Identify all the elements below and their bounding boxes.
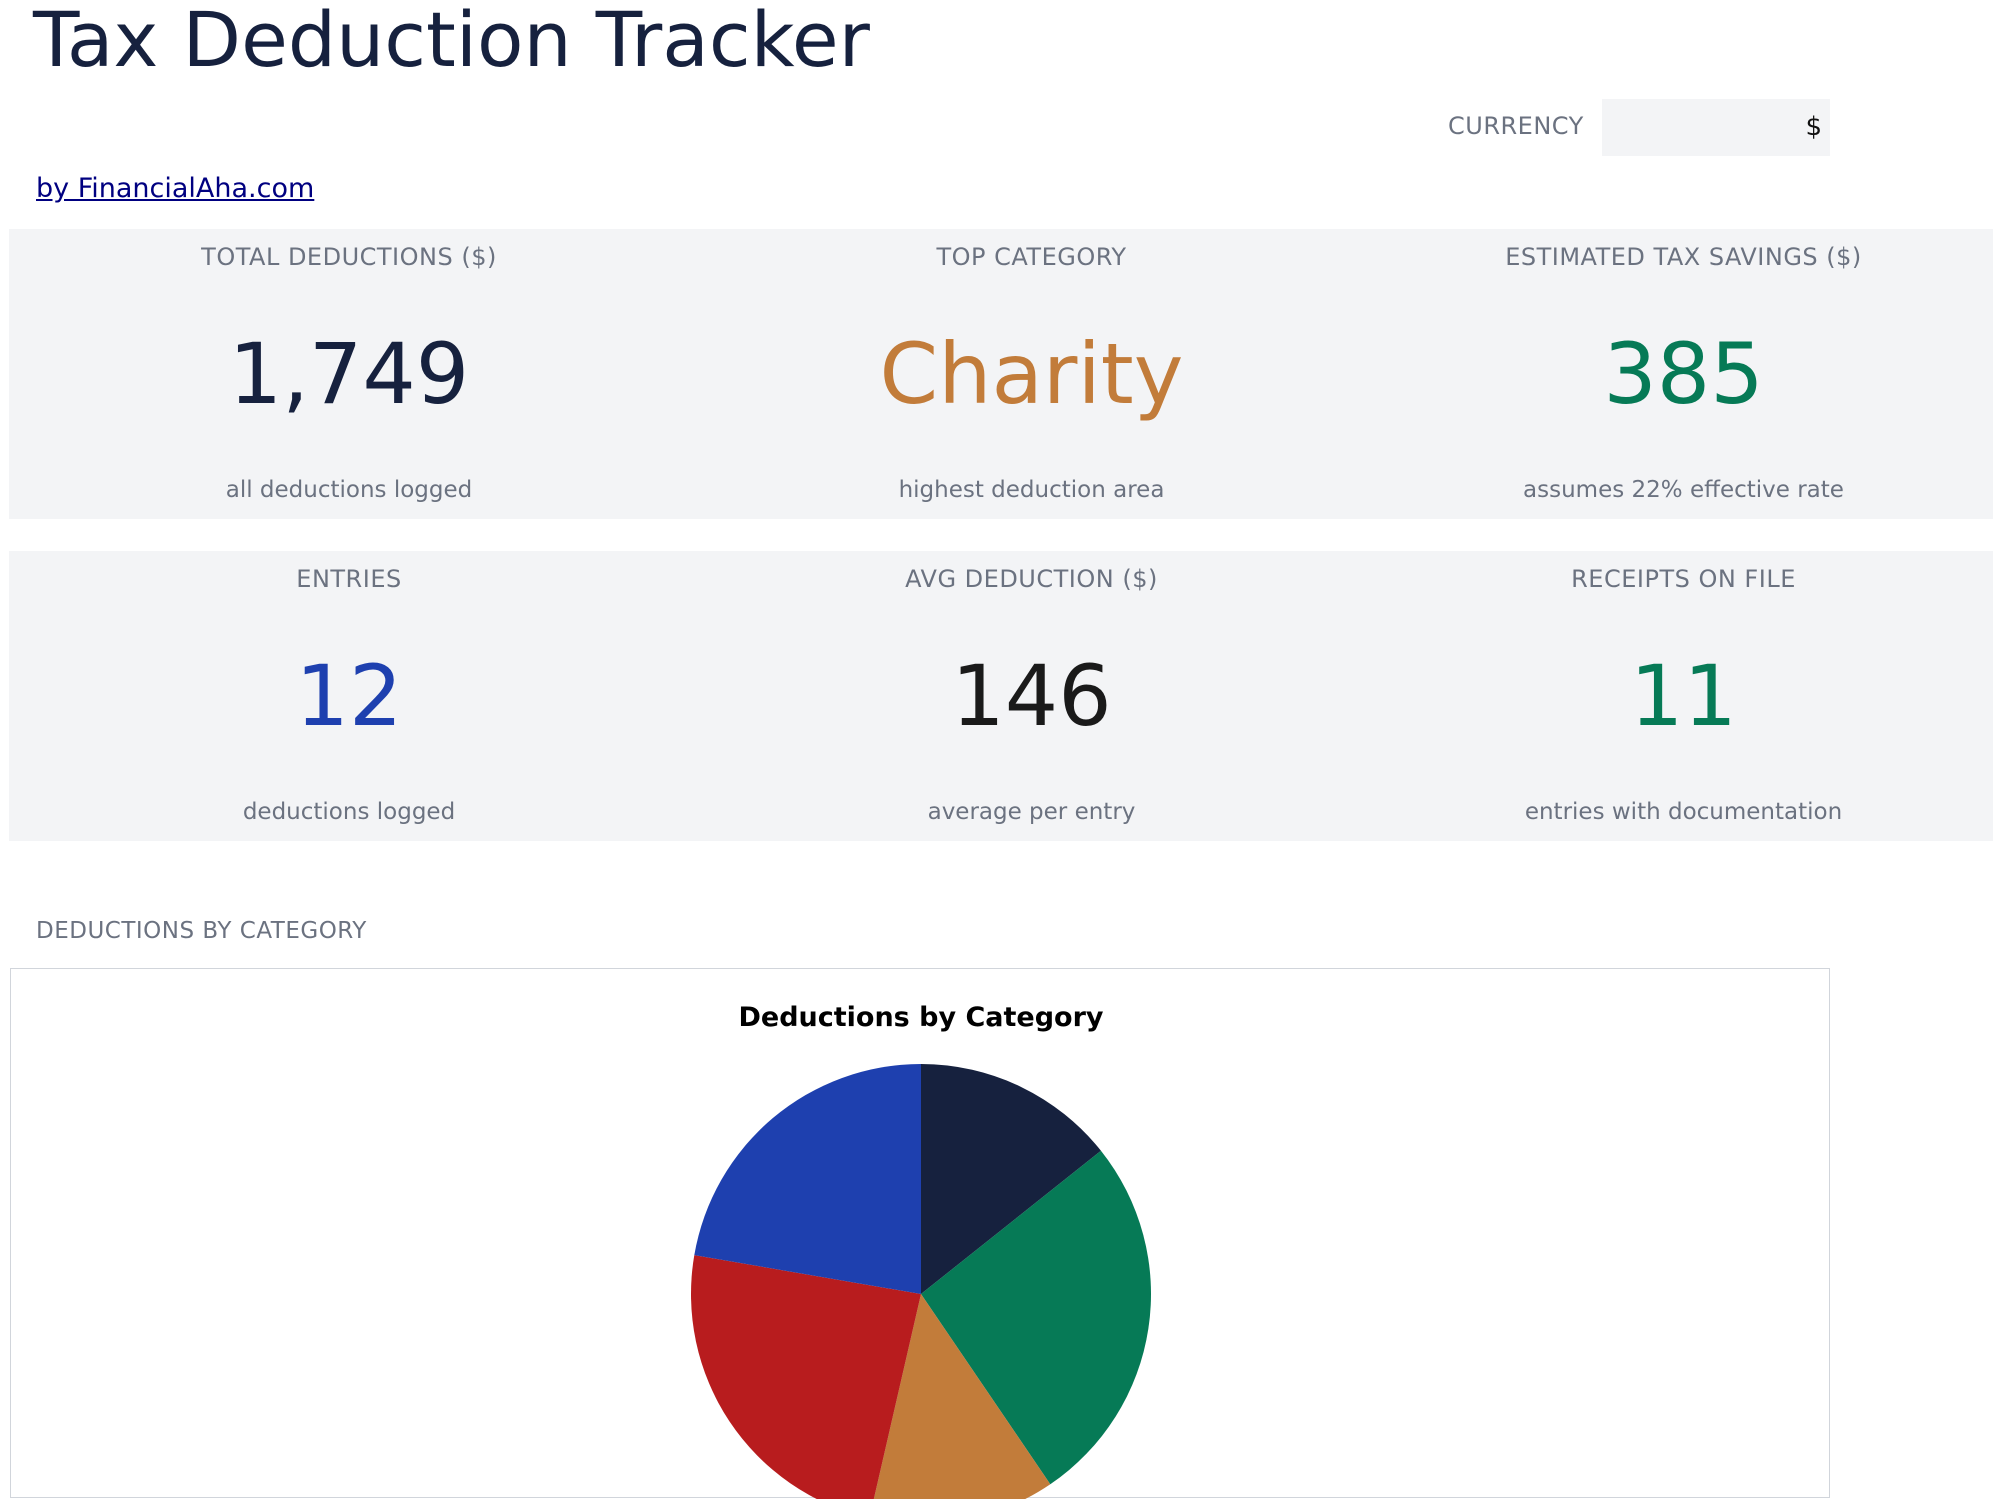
kpi-label: AVG DEDUCTION ($) — [905, 565, 1158, 593]
kpi-estimated-tax-savings: ESTIMATED TAX SAVINGS ($) 385 assumes 22… — [1374, 229, 1993, 519]
section-label-deductions-by-category: DEDUCTIONS BY CATEGORY — [36, 918, 367, 944]
pie-slice-3 — [873, 1294, 1051, 1499]
kpi-entries: ENTRIES 12 deductions logged — [9, 551, 689, 841]
kpi-subtext: assumes 22% effective rate — [1523, 477, 1844, 503]
kpi-value: Charity — [879, 325, 1184, 423]
pie-slice-1 — [921, 1064, 1101, 1294]
kpi-label: ESTIMATED TAX SAVINGS ($) — [1505, 243, 1862, 271]
kpi-subtext: highest deduction area — [898, 477, 1165, 503]
kpi-receipts-on-file: RECEIPTS ON FILE 11 entries with documen… — [1374, 551, 1993, 841]
page-title: Tax Deduction Tracker — [33, 0, 870, 84]
kpi-label: TOTAL DEDUCTIONS ($) — [201, 243, 497, 271]
byline-link[interactable]: by FinancialAha.com — [36, 173, 315, 204]
kpi-subtext: average per entry — [927, 799, 1136, 825]
kpi-value: 12 — [295, 647, 403, 745]
pie-slice-5 — [694, 1064, 921, 1294]
kpi-label: TOP CATEGORY — [936, 243, 1127, 271]
kpi-row-activity: ENTRIES 12 deductions logged AVG DEDUCTI… — [9, 551, 1993, 841]
kpi-value: 11 — [1630, 647, 1737, 745]
currency-label: CURRENCY — [1448, 112, 1584, 140]
kpi-subtext: all deductions logged — [225, 477, 473, 503]
kpi-top-category: TOP CATEGORY Charity highest deduction a… — [689, 229, 1374, 519]
kpi-label: ENTRIES — [296, 565, 402, 593]
kpi-subtext: entries with documentation — [1524, 799, 1843, 825]
kpi-subtext: deductions logged — [242, 799, 456, 825]
kpi-label: RECEIPTS ON FILE — [1571, 565, 1796, 593]
pie-chart: Deductions by Category — [691, 1002, 1151, 1499]
kpi-value: 1,749 — [228, 325, 470, 423]
kpi-row-summary: TOTAL DEDUCTIONS ($) 1,749 all deduction… — [9, 229, 1993, 519]
chart-panel: Deductions by Category — [10, 968, 1830, 1499]
kpi-value: 146 — [951, 647, 1112, 745]
kpi-value: 385 — [1603, 325, 1764, 423]
currency-input[interactable]: $ — [1602, 99, 1830, 156]
chart-title: Deductions by Category — [738, 1002, 1103, 1033]
pie-slice-4 — [691, 1255, 921, 1499]
pie-slice-2 — [921, 1150, 1151, 1485]
pie-slices — [691, 1064, 1151, 1499]
kpi-avg-deduction: AVG DEDUCTION ($) 146 average per entry — [689, 551, 1374, 841]
kpi-total-deductions: TOTAL DEDUCTIONS ($) 1,749 all deduction… — [9, 229, 689, 519]
